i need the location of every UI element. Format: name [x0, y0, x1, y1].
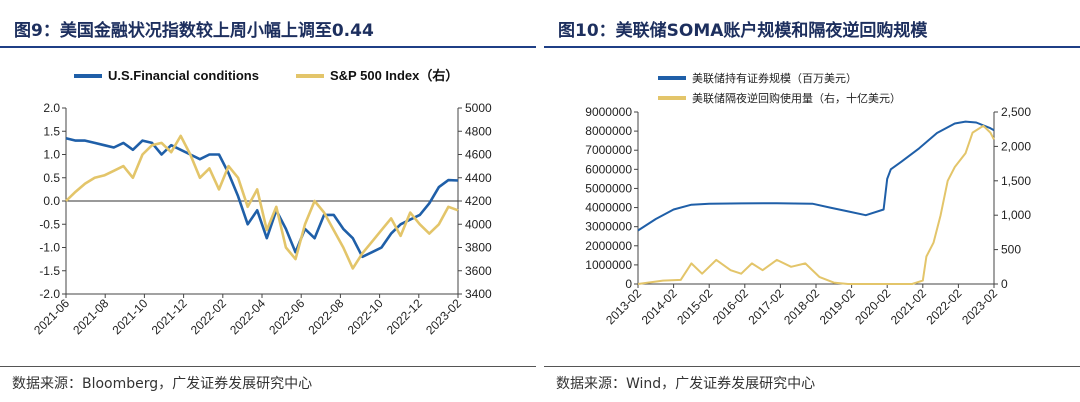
left-chart: 2.0 1.5 1.0 0.5 0.0 -0.5 -1.0 -1.5 -2.0 5000 4800 4…: [31, 68, 492, 337]
left-x-tick-label: 2021-08: [70, 296, 111, 337]
right-legend-label-1: 美联储持有证券规模（百万美元）: [692, 71, 857, 85]
right-chart: 9000000 8000000 7000000 6000000 5000000 40000…: [585, 71, 1031, 327]
right-source-rule: [544, 366, 1080, 367]
right-x-tick-label: 2013-02: [603, 286, 644, 327]
left-x-tick-label: 2022-02: [188, 296, 229, 337]
left-x-tick-label: 2022-04: [227, 296, 268, 337]
right-left-tick-label: 6000000: [585, 162, 632, 176]
right-left-tick-label: 0: [625, 277, 632, 291]
right-left-tick-label: 8000000: [585, 124, 632, 138]
left-left-tick-label: 0.5: [43, 171, 60, 185]
left-right-tick-label: 5000: [465, 101, 492, 115]
right-left-tick-label: 1000000: [585, 258, 632, 272]
left-source-rule: [0, 366, 536, 367]
left-right-tick-label: 4000: [465, 217, 492, 231]
left-x-tick-label: 2022-06: [266, 296, 307, 337]
right-x-tick-label: 2022-02: [923, 286, 964, 327]
left-x-tick-label: 2022-08: [305, 296, 346, 337]
left-left-tick-label: -1.5: [39, 264, 60, 278]
right-x-tick-label: 2021-02: [888, 286, 929, 327]
right-figure-title: 图10：美联储SOMA账户规模和隔夜逆回购规模: [558, 21, 928, 41]
right-left-tick-label: 3000000: [585, 220, 632, 234]
left-left-tick-label: 2.0: [43, 101, 60, 115]
right-left-tick-label: 5000000: [585, 181, 632, 195]
right-right-tick-label: 2,500: [1001, 105, 1031, 119]
right-x-tick-label: 2019-02: [817, 286, 858, 327]
left-left-tick-label: -1.0: [39, 241, 60, 255]
right-x-tick-label: 2018-02: [781, 286, 822, 327]
right-left-tick-label: 7000000: [585, 143, 632, 157]
right-series-line-1: [637, 120, 995, 232]
left-right-tick-label: 3400: [465, 287, 492, 301]
right-x-tick-label: 2014-02: [639, 286, 680, 327]
left-right-tick-label: 4400: [465, 171, 492, 185]
left-legend-label-1: U.S.Financial conditions: [108, 68, 259, 83]
right-left-tick-label: 2000000: [585, 239, 632, 253]
left-legend-label-2: S&P 500 Index（右）: [330, 68, 458, 83]
right-right-tick-label: 1,000: [1001, 208, 1031, 222]
right-legend-label-2: 美联储隔夜逆回购使用量（右，十亿美元）: [692, 91, 901, 105]
right-source-note: 数据来源：Wind，广发证券发展研究中心: [556, 376, 816, 392]
right-x-tick-label: 2023-02: [959, 286, 1000, 327]
left-x-tick-label: 2021-06: [31, 296, 72, 337]
left-right-tick-label: 3800: [465, 241, 492, 255]
left-series-line-1: [65, 136, 459, 259]
right-right-tick-label: 2,000: [1001, 139, 1031, 153]
left-panel: 图9：美国金融状况指数较上周小幅上调至0.44 2.0 1.5 1.0 0.5 0.0 -…: [0, 0, 536, 402]
right-x-tick-label: 2016-02: [710, 286, 751, 327]
left-series-line-2: [65, 134, 459, 270]
left-figure-title: 图9：美国金融状况指数较上周小幅上调至0.44: [14, 21, 374, 41]
left-source-note: 数据来源：Bloomberg，广发证券发展研究中心: [12, 376, 313, 392]
left-x-tick-label: 2021-12: [149, 296, 190, 337]
right-left-tick-label: 9000000: [585, 105, 632, 119]
right-x-tick-label: 2017-02: [745, 286, 786, 327]
left-left-tick-label: 1.5: [43, 124, 60, 138]
left-x-tick-label: 2023-02: [423, 296, 464, 337]
right-right-tick-label: 500: [1001, 243, 1021, 257]
right-x-tick-label: 2020-02: [852, 286, 893, 327]
right-right-tick-label: 0: [1001, 277, 1008, 291]
left-left-tick-label: -2.0: [39, 287, 60, 301]
left-left-tick-label: 1.0: [43, 148, 60, 162]
right-left-tick-label: 4000000: [585, 201, 632, 215]
left-x-tick-label: 2021-10: [109, 296, 150, 337]
left-right-tick-label: 4800: [465, 124, 492, 138]
right-series-line-2: [637, 124, 995, 285]
left-left-tick-label: 0.0: [43, 194, 60, 208]
right-title-rule: [544, 46, 1080, 48]
left-x-tick-label: 2022-12: [384, 296, 425, 337]
left-x-tick-label: 2022-10: [345, 296, 386, 337]
left-right-tick-label: 4600: [465, 148, 492, 162]
right-panel: 图10：美联储SOMA账户规模和隔夜逆回购规模 9000000 8000000 70…: [544, 0, 1080, 402]
right-right-tick-label: 1,500: [1001, 174, 1031, 188]
left-right-tick-label: 4200: [465, 194, 492, 208]
left-right-tick-label: 3600: [465, 264, 492, 278]
right-x-tick-label: 2015-02: [674, 286, 715, 327]
left-title-rule: [0, 46, 536, 48]
left-left-tick-label: -0.5: [39, 217, 60, 231]
